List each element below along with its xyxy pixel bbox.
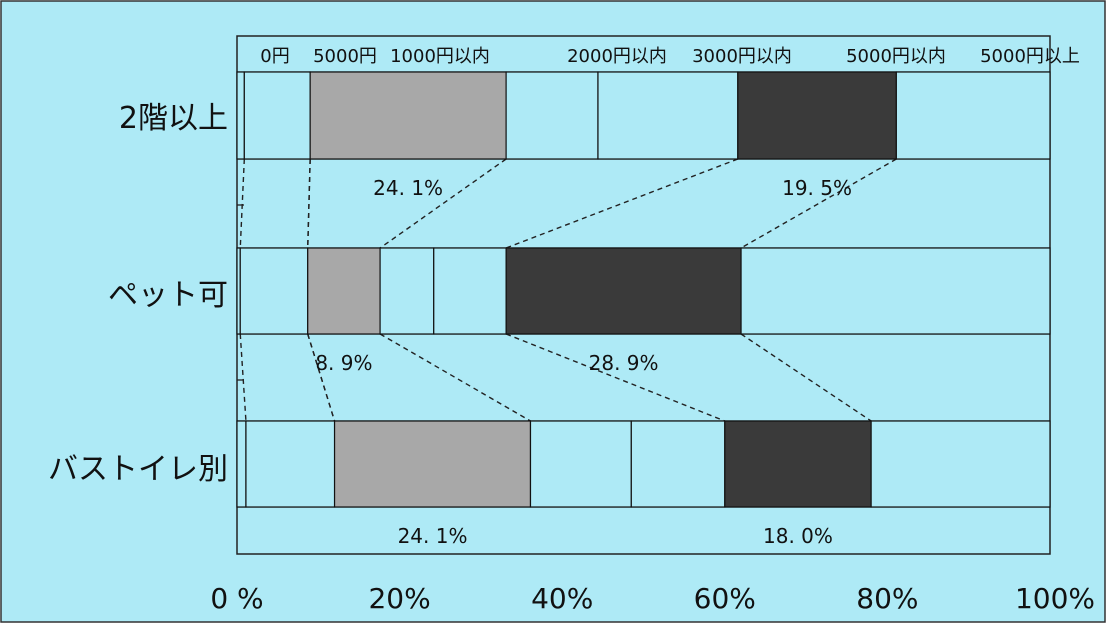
- legend-label: 5000円以上: [980, 46, 1080, 67]
- bar-segment: [505, 247, 742, 335]
- legend-label: 5000円以内: [846, 46, 946, 67]
- bar-segment: [307, 247, 381, 335]
- series-connector-line: [740, 333, 872, 422]
- bars: [236, 71, 1051, 508]
- bar-segment: [379, 247, 435, 335]
- x-tick-label: 20%: [368, 582, 430, 615]
- legend-label: 3000円以内: [692, 46, 792, 67]
- series-connector-line: [307, 158, 311, 249]
- series-connector-line: [379, 333, 531, 422]
- data-label: 19. 5%: [782, 176, 852, 200]
- bar-segment: [243, 71, 311, 160]
- bar-segment: [529, 420, 632, 508]
- x-tick-label: 0 %: [210, 582, 263, 615]
- bar-segment: [236, 71, 245, 160]
- bar-segment: [333, 420, 532, 508]
- bar-segment: [309, 71, 507, 160]
- bar-segment: [239, 247, 309, 335]
- series-connector-line: [307, 333, 336, 422]
- series-connector-line: [239, 333, 247, 422]
- x-tick-label: 40%: [531, 582, 593, 615]
- data-label: 8. 9%: [315, 351, 372, 375]
- series-connector-line: [379, 158, 507, 249]
- series-connector-line: [239, 158, 246, 249]
- data-label: 28. 9%: [589, 351, 659, 375]
- data-label: 24. 1%: [373, 176, 443, 200]
- category-label: ペット可: [108, 278, 228, 313]
- bar-segment: [505, 71, 599, 160]
- bar-segment: [245, 420, 336, 508]
- x-tick-label: 60%: [694, 582, 756, 615]
- data-label: 24. 1%: [398, 524, 468, 548]
- x-tick-label: 100%: [1015, 582, 1095, 615]
- connector-lines: [239, 158, 897, 422]
- bar-segment: [740, 247, 1051, 335]
- legend-label: 1000円以内: [390, 46, 490, 67]
- bar-segment: [236, 420, 247, 508]
- bar-segment: [737, 71, 897, 160]
- category-label: 2階以上: [119, 101, 228, 136]
- data-label: 18. 0%: [763, 524, 833, 548]
- legend-label: 5000円: [313, 46, 377, 67]
- labels: 0円 5000円 1000円以内 2000円以内 3000円以内 5000円以内 5000円…: [48, 46, 1095, 615]
- bar-segment: [870, 420, 1051, 508]
- series-connector-line: [505, 333, 726, 422]
- series-connector-line: [740, 158, 897, 249]
- bar-segment: [895, 71, 1051, 160]
- legend-label: 2000円以内: [567, 46, 667, 67]
- bar-segment: [433, 247, 507, 335]
- bar-segment: [597, 71, 739, 160]
- bar-segment: [630, 420, 726, 508]
- bar-segment: [724, 420, 872, 508]
- legend-label: 0円: [260, 46, 289, 67]
- x-tick-label: 80%: [856, 582, 918, 615]
- category-label: バストイレ別: [48, 452, 228, 487]
